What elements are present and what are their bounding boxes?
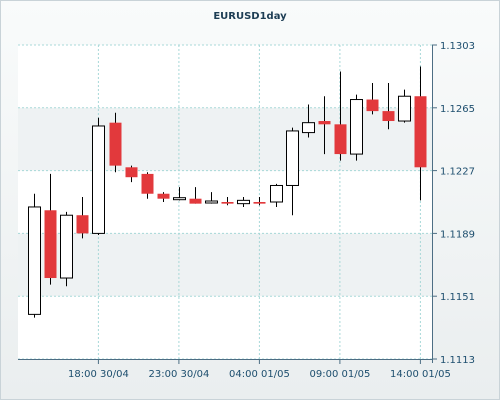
candle-body-up [60,214,73,279]
candle-body-up [398,95,411,122]
candle-body-down [382,111,395,122]
x-tick-label: 14:00 01/05 [390,369,451,380]
y-tick-label: 1.1189 [440,229,475,240]
candle-body-down [334,124,347,155]
y-tick-label: 1.1151 [440,292,475,303]
candle-body-down [414,96,427,168]
y-tick-label: 1.1113 [440,355,475,366]
x-tick-label: 09:00 01/05 [309,369,370,380]
y-tick-labels: 1.1113 1.1151 1.1189 1.1227 1.1265 1.1303 [432,41,475,366]
candle-body-up [286,130,299,186]
y-tick-label: 1.1303 [440,41,475,52]
candle-body-up [350,99,363,155]
candle-body-down [189,198,202,204]
band [18,233,432,297]
y-tick-label: 1.1265 [440,104,475,115]
y-tick-label: 1.1227 [440,167,475,178]
x-tick-labels: 18:00 30/04 23:00 30/04 04:00 01/05 09:00 0… [68,359,451,380]
candle-body-down [253,202,266,204]
candle-body-down [157,193,170,199]
x-tick-label: 18:00 30/04 [68,369,129,380]
candle-body-down [109,122,122,166]
candle-body-up [205,200,218,204]
candle-body-down [76,215,89,234]
x-tick-label: 04:00 01/05 [229,369,290,380]
candle-body-down [221,202,234,204]
candle-body-up [173,197,186,201]
candles [28,66,427,318]
candle-body-down [44,210,57,279]
candle-body-up [92,125,105,234]
candle-body-down [366,99,379,112]
candle-body-up [237,199,250,205]
chart-title: EURUSD1day [213,11,287,22]
candle-body-up [28,206,41,315]
band [18,107,432,171]
candle-body-down [141,173,154,194]
candle-body-up [270,184,283,203]
candle-body-down [125,167,138,178]
candle-body-down [318,121,331,125]
x-tick-label: 23:00 30/04 [148,369,209,380]
axes [18,45,433,363]
candle-body-up [302,122,315,134]
